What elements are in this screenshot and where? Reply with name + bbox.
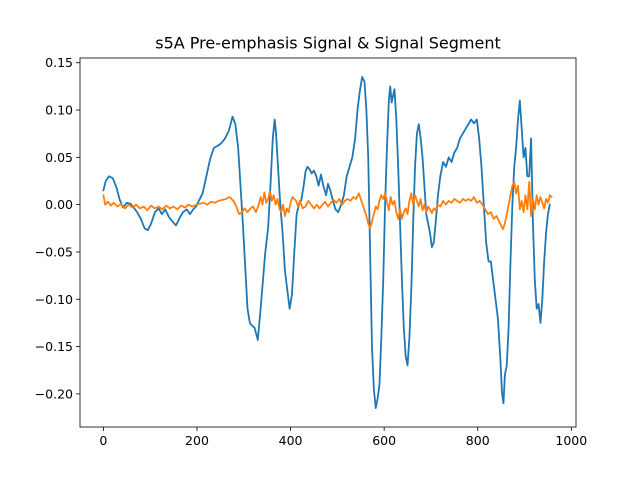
x-tick-label: 400	[279, 433, 303, 448]
y-tick-label: −0.15	[35, 339, 73, 354]
y-tick-label: 0.05	[45, 150, 73, 165]
x-tick-label: 800	[466, 433, 490, 448]
x-tick-label: 600	[372, 433, 396, 448]
plot-frame	[79, 57, 577, 428]
y-tick-label: −0.05	[35, 244, 73, 259]
series-lines	[102, 76, 553, 409]
y-tick-label: 0.10	[45, 103, 73, 118]
y-tick-label: 0.15	[45, 55, 73, 70]
chart-title: s5A Pre-emphasis Signal & Signal Segment	[155, 34, 501, 53]
x-axis-ticks: 0 200 400 600 800 1000	[99, 427, 587, 448]
x-tick-label: 0	[99, 433, 107, 448]
x-tick-label: 1000	[555, 433, 587, 448]
series-line-2	[102, 181, 553, 231]
series-line-1	[102, 76, 551, 409]
y-tick-label: 0.00	[45, 197, 73, 212]
y-tick-label: −0.10	[35, 292, 73, 307]
x-tick-label: 200	[185, 433, 209, 448]
y-tick-label: −0.20	[35, 386, 73, 401]
y-axis-ticks: 0.15 0.10 0.05 0.00 −0.05 −0.10 −0.15 −0.20	[35, 55, 80, 401]
